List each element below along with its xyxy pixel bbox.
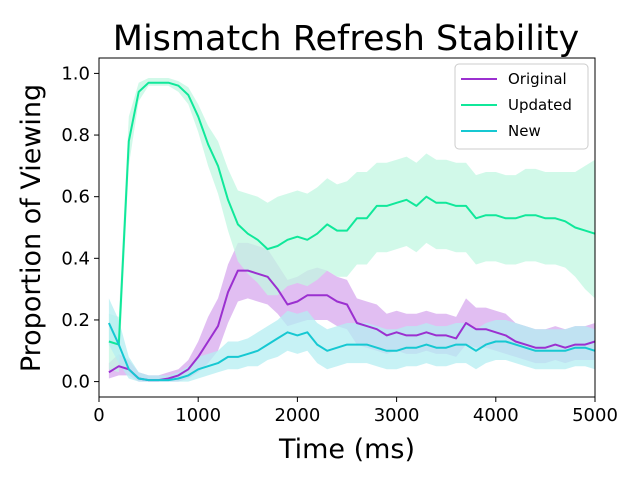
x-tick-label: 5000 <box>572 405 618 426</box>
x-tick-label: 4000 <box>473 405 519 426</box>
y-tick-label: 0.2 <box>61 310 90 331</box>
x-tick-label: 3000 <box>374 405 420 426</box>
x-tick-label: 2000 <box>274 405 320 426</box>
x-axis-label: Time (ms) <box>278 434 415 465</box>
legend-label-new: New <box>508 122 541 140</box>
legend-frame <box>454 63 589 150</box>
y-tick-label: 1.0 <box>61 63 90 84</box>
band-new <box>108 298 596 382</box>
plot-frame <box>98 57 596 398</box>
y-tick-label: 0.0 <box>61 372 90 393</box>
series-line-updated <box>108 81 596 346</box>
y-tick-label: 0.8 <box>61 125 90 146</box>
y-tick-label: 0.4 <box>61 248 90 269</box>
series-line-new <box>107 322 596 382</box>
series-lines <box>107 81 596 382</box>
x-tick-label: 0 <box>93 405 104 426</box>
chart-title: Mismatch Refresh Stability <box>113 19 579 59</box>
x-tick-label: 1000 <box>175 405 221 426</box>
x-axis-ticks: 0 1000 2000 3000 4000 5000 <box>93 397 618 426</box>
legend: Original Updated New <box>454 63 589 150</box>
y-tick-label: 0.6 <box>61 187 90 208</box>
legend-label-updated: Updated <box>508 96 572 114</box>
y-axis-label: Proportion of Viewing <box>16 84 47 372</box>
y-axis-ticks: 0.0 0.2 0.4 0.6 0.8 1.0 <box>61 63 99 393</box>
series-line-original <box>108 269 596 382</box>
legend-label-original: Original <box>508 70 567 88</box>
